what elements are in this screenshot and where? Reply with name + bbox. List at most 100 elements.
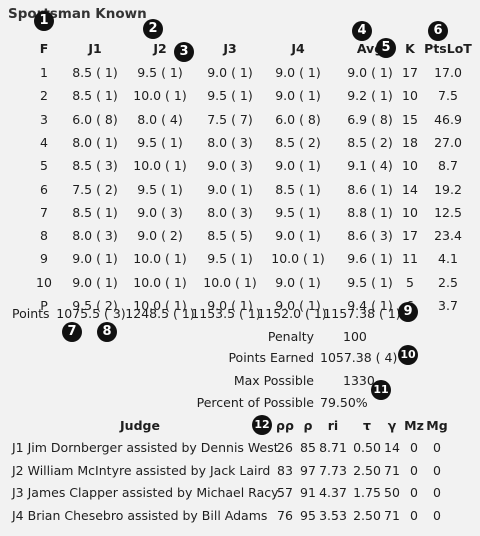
score-cell-j1: 6.0 ( 8) [72, 112, 118, 127]
judge-stat-r: 91 [300, 485, 316, 500]
judge-stat-rr: 26 [277, 440, 293, 455]
score-cell-avg: 8.8 ( 1) [347, 205, 393, 220]
score-cell-j1: 8.0 ( 3) [72, 228, 118, 243]
score-cell-j2: 9.5 ( 1) [137, 182, 183, 197]
summary-label: Points Earned [228, 350, 314, 365]
score-cell-j2: 8.0 ( 4) [137, 112, 183, 127]
judge-header-rr: ρρ [276, 418, 294, 433]
judge-stat-mz: 0 [410, 508, 418, 523]
score-cell-j4: 8.5 ( 1) [275, 182, 321, 197]
judge-stat-y: 50 [384, 485, 400, 500]
score-cell-j2: 9.0 ( 2) [137, 228, 183, 243]
judge-stat-ri: 8.71 [319, 440, 347, 455]
score-cell-pts: 3.7 [438, 298, 458, 313]
judge-stat-r: 85 [300, 440, 316, 455]
score-cell-k: 17 [402, 228, 418, 243]
summary-label: Percent of Possible [196, 395, 314, 410]
judge-stat-mg: 0 [433, 508, 441, 523]
judge-header-r: ρ [303, 418, 313, 433]
score-cell-j1: 9.0 ( 1) [72, 251, 118, 266]
judge-stat-rr: 76 [277, 508, 293, 523]
score-cell-pts: 7.5 [438, 88, 458, 103]
column-header-pts: PtsLoT [424, 41, 472, 56]
score-cell-avg: 9.5 ( 1) [347, 275, 393, 290]
score-cell-j4: 8.5 ( 2) [275, 135, 321, 150]
annotation-badge-3: 3 [174, 42, 194, 62]
points-label: Points [12, 306, 50, 321]
score-cell-j1: 9.5 ( 2) [72, 298, 118, 313]
judge-stat-mz: 0 [410, 463, 418, 478]
score-cell-j4: 9.0 ( 1) [275, 228, 321, 243]
judge-name: J1 Jim Dornberger assisted by Dennis Wes… [12, 440, 279, 455]
row-label: 10 [36, 275, 52, 290]
score-cell-pts: 19.2 [434, 182, 462, 197]
score-cell-j2: 9.5 ( 1) [137, 65, 183, 80]
score-cell-j3: 9.0 ( 1) [207, 65, 253, 80]
score-cell-avg: 9.1 ( 4) [347, 158, 393, 173]
judge-stat-rr: 57 [277, 485, 293, 500]
judge-stat-y: 14 [384, 440, 400, 455]
judge-stat-mg: 0 [433, 463, 441, 478]
judge-stat-tau: 2.50 [353, 463, 381, 478]
row-label: 8 [40, 228, 48, 243]
score-cell-j3: 8.0 ( 3) [207, 205, 253, 220]
score-cell-j1: 8.5 ( 1) [72, 205, 118, 220]
score-cell-avg: 9.0 ( 1) [347, 65, 393, 80]
column-header-j3: J3 [223, 41, 237, 56]
judge-header-tau: τ [363, 418, 371, 433]
score-cell-j2: 10.0 ( 1) [133, 251, 187, 266]
summary-value: 1057.38 ( 4) [320, 350, 398, 365]
score-cell-j2: 10.0 ( 1) [133, 298, 187, 313]
row-label: P [40, 298, 48, 313]
score-cell-pts: 27.0 [434, 135, 462, 150]
annotation-badge-12: 12 [252, 415, 272, 435]
score-cell-j1: 8.5 ( 1) [72, 65, 118, 80]
score-cell-pts: 4.1 [438, 251, 458, 266]
row-label: 3 [40, 112, 48, 127]
judge-header-mg: Mg [426, 418, 448, 433]
score-cell-j2: 9.5 ( 1) [137, 135, 183, 150]
judge-stat-r: 97 [300, 463, 316, 478]
judge-stat-tau: 0.50 [353, 440, 381, 455]
score-cell-pts: 8.7 [438, 158, 458, 173]
score-cell-j1: 8.0 ( 1) [72, 135, 118, 150]
summary-value: 100 [343, 329, 367, 344]
points-total-j1: 1075.5 ( 3) [56, 306, 126, 321]
judge-stat-mz: 0 [410, 485, 418, 500]
score-cell-j3: 9.5 ( 1) [207, 88, 253, 103]
score-cell-j4: 9.0 ( 1) [275, 65, 321, 80]
score-cell-j2: 10.0 ( 1) [133, 88, 187, 103]
score-cell-j2: 10.0 ( 1) [133, 158, 187, 173]
column-header-k: K [405, 41, 415, 56]
score-cell-pts: 23.4 [434, 228, 462, 243]
score-cell-j2: 9.0 ( 3) [137, 205, 183, 220]
score-cell-pts: 17.0 [434, 65, 462, 80]
score-cell-j3: 8.5 ( 5) [207, 228, 253, 243]
score-cell-j3: 10.0 ( 1) [203, 275, 257, 290]
score-cell-k: 10 [402, 88, 418, 103]
score-cell-j4: 9.0 ( 1) [275, 298, 321, 313]
annotation-badge-5: 5 [376, 38, 396, 58]
score-cell-k: 10 [402, 205, 418, 220]
score-cell-k: 15 [402, 112, 418, 127]
score-cell-j3: 9.5 ( 1) [207, 251, 253, 266]
judge-stat-mg: 0 [433, 485, 441, 500]
judge-stat-ri: 3.53 [319, 508, 347, 523]
row-label: 2 [40, 88, 48, 103]
judge-stat-tau: 1.75 [353, 485, 381, 500]
points-total-avg: 1157.38 ( 1) [323, 306, 401, 321]
score-cell-j3: 9.0 ( 3) [207, 158, 253, 173]
row-label: 9 [40, 251, 48, 266]
judge-stat-y: 71 [384, 508, 400, 523]
score-cell-j3: 9.0 ( 1) [207, 182, 253, 197]
score-cell-j4: 9.5 ( 1) [275, 205, 321, 220]
points-total-j3: 1153.5 ( 1) [191, 306, 261, 321]
score-cell-j3: 9.0 ( 1) [207, 298, 253, 313]
summary-label: Penalty [267, 329, 314, 344]
score-cell-pts: 12.5 [434, 205, 462, 220]
score-cell-j3: 7.5 ( 7) [207, 112, 253, 127]
annotation-badge-1: 1 [34, 11, 54, 31]
judge-stat-mg: 0 [433, 440, 441, 455]
score-cell-avg: 8.6 ( 3) [347, 228, 393, 243]
score-cell-j1: 8.5 ( 3) [72, 158, 118, 173]
